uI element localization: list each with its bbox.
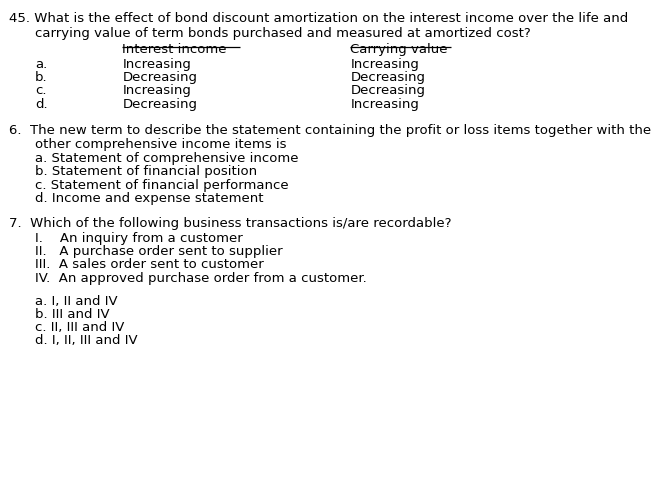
Text: II.   A purchase order sent to supplier: II. A purchase order sent to supplier — [35, 245, 283, 258]
Text: c. II, III and IV: c. II, III and IV — [35, 321, 124, 334]
Text: b. III and IV: b. III and IV — [35, 308, 110, 321]
Text: a. Statement of comprehensive income: a. Statement of comprehensive income — [35, 152, 299, 165]
Text: Decreasing: Decreasing — [122, 98, 197, 110]
Text: Decreasing: Decreasing — [350, 71, 425, 84]
Text: b. Statement of financial position: b. Statement of financial position — [35, 165, 257, 178]
Text: 7.  Which of the following business transactions is/are recordable?: 7. Which of the following business trans… — [9, 217, 451, 230]
Text: b.: b. — [35, 71, 48, 84]
Text: a.: a. — [35, 58, 48, 71]
Text: 45. What is the effect of bond discount amortization on the interest income over: 45. What is the effect of bond discount … — [9, 12, 628, 25]
Text: a. I, II and IV: a. I, II and IV — [35, 295, 118, 307]
Text: d. Income and expense statement: d. Income and expense statement — [35, 192, 264, 205]
Text: 6.  The new term to describe the statement containing the profit or loss items t: 6. The new term to describe the statemen… — [9, 124, 650, 136]
Text: d.: d. — [35, 98, 48, 110]
Text: Increasing: Increasing — [122, 84, 191, 97]
Text: Decreasing: Decreasing — [122, 71, 197, 84]
Text: c.: c. — [35, 84, 46, 97]
Text: Increasing: Increasing — [122, 58, 191, 71]
Text: Increasing: Increasing — [350, 58, 419, 71]
Text: Decreasing: Decreasing — [350, 84, 425, 97]
Text: c. Statement of financial performance: c. Statement of financial performance — [35, 179, 289, 191]
Text: Carrying value: Carrying value — [350, 43, 448, 56]
Text: carrying value of term bonds purchased and measured at amortized cost?: carrying value of term bonds purchased a… — [35, 27, 531, 40]
Text: III.  A sales order sent to customer: III. A sales order sent to customer — [35, 258, 264, 271]
Text: IV.  An approved purchase order from a customer.: IV. An approved purchase order from a cu… — [35, 272, 367, 284]
Text: I.    An inquiry from a customer: I. An inquiry from a customer — [35, 232, 243, 245]
Text: d. I, II, III and IV: d. I, II, III and IV — [35, 334, 137, 347]
Text: other comprehensive income items is: other comprehensive income items is — [35, 138, 286, 151]
Text: Increasing: Increasing — [350, 98, 419, 110]
Text: Interest income: Interest income — [122, 43, 227, 56]
